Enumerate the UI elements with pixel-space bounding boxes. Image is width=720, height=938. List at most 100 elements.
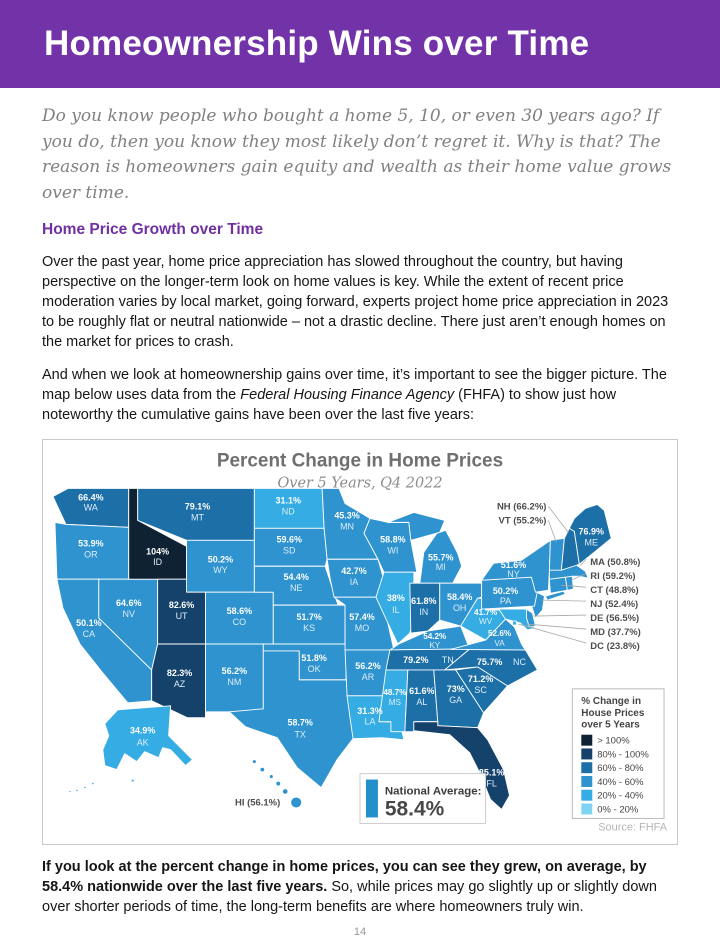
page-banner: Homeownership Wins over Time [0, 0, 720, 88]
state-callout-CT: CT (48.8%) [590, 585, 638, 596]
legend-label: 20% - 40% [597, 791, 644, 802]
state-HI [251, 759, 303, 809]
state-label-IA: 42.7% IA [341, 566, 366, 587]
state-label-OH: 58.4% OH [447, 592, 472, 613]
state-callout-DE: DE (56.5%) [590, 613, 639, 624]
intro-paragraph: Do you know people who bought a home 5, … [42, 106, 672, 203]
state-label-WA: 66.4% WA [78, 492, 103, 512]
map-subtitle: Over 5 Years, Q4 2022 [277, 475, 442, 491]
state-label-TX: 58.7% TX [287, 718, 312, 740]
state-label-ND: 31.1% ND [276, 495, 301, 516]
paragraph2-before: And when we look at homeownership gains … [42, 367, 667, 403]
state-MI [387, 511, 463, 584]
contiguous-states: 66.4% WA 53.9% OR 50.1% CA 64.6% NV 104% ID 7… [52, 488, 612, 810]
callout-line-MA [580, 558, 587, 566]
state-FL [413, 721, 510, 810]
state-ME [568, 503, 612, 565]
national-average-value: 58.4% [385, 797, 445, 820]
state-label-NY: 51.6% NY [501, 560, 526, 579]
legend-swatch [581, 775, 593, 787]
callout-line-NJ [541, 599, 587, 602]
body-paragraph-2: And when we look at homeownership gains … [42, 365, 678, 425]
state-AK [68, 705, 193, 794]
page-number: 14 [353, 926, 367, 938]
state-label-CO: 58.6% CO [227, 606, 252, 627]
legend-label: 40% - 60% [597, 777, 644, 788]
state-label-KY: 54.2% KY [423, 632, 447, 650]
national-average-bar [365, 779, 378, 818]
state-label-WY: 50.2% WY [208, 554, 233, 575]
legend-swatch [581, 762, 593, 774]
state-label-MN: 45.3% MN [334, 510, 359, 531]
national-average-box: National Average: 58.4% [359, 773, 487, 824]
legend-rows: > 100% 80% - 100% 60% - 80% 40% - 60% 20% - … [581, 734, 649, 815]
body-paragraph-1: Over the past year, home price appreciat… [42, 254, 669, 350]
legend-label: 80% - 100% [597, 749, 649, 760]
state-label-AK: 34.9% AK [130, 726, 155, 748]
state-label-CA: 50.1% CA [76, 618, 101, 639]
state-label-ID: 104% ID [146, 546, 169, 567]
section-heading: Home Price Growth over Time [42, 221, 264, 238]
callout-line-RI [571, 572, 587, 581]
callout-line-VT [548, 520, 557, 543]
map-legend: % Change in House Prices over 5 Years > 10… [571, 688, 665, 819]
callout-line-CT [561, 584, 587, 588]
state-label-UT: 82.6% UT [169, 600, 194, 621]
legend-label: 0% - 20% [597, 804, 639, 815]
state-label-MO: 57.4% MO [349, 612, 374, 633]
legend-label: > 100% [597, 736, 630, 747]
state-label-SC: 71.2% SC [468, 674, 493, 695]
callout-line-DC [518, 623, 587, 644]
callout-line-MD [526, 623, 587, 630]
state-IN [409, 582, 441, 634]
state-callout-RI: RI (59.2%) [590, 571, 635, 582]
legend-swatch [581, 734, 593, 746]
state-SD [253, 527, 328, 567]
state-callout-NJ: NJ (52.4%) [590, 599, 638, 610]
callout-line-NH [548, 506, 569, 533]
state-label-NV: 64.6% NV [116, 598, 141, 619]
state-DE [526, 608, 536, 628]
state-label-OK: 51.8% OK [301, 653, 326, 674]
map-source: Source: FHFA [598, 821, 667, 833]
paragraph2-after: (FHFA) to show just how noteworthy the c… [42, 387, 617, 423]
state-label-NM: 56.2% NM [222, 666, 247, 687]
closing-bold: If you look at the percent change in hom… [42, 859, 647, 895]
state-label-AR: 56.2% AR [355, 661, 380, 682]
state-DC [512, 620, 517, 626]
state-label-WV: 41.7% WV [474, 608, 498, 626]
state-label-VA: 52.6% VA [488, 629, 512, 648]
state-label-KS: 51.7% KS [296, 612, 321, 633]
state-label-LA: 31.3% LA [357, 706, 382, 727]
state-label-IL: 38% IL [387, 593, 405, 615]
page-title: Homeownership Wins over Time [44, 24, 590, 63]
state-label-FL: 85.1% FL [479, 768, 504, 789]
state-callout-NH: NH (66.2%) [497, 501, 546, 512]
state-label-MS: 48.7% MS [383, 688, 407, 707]
state-IL [375, 571, 415, 645]
state-callout-VT: VT (55.2%) [499, 515, 547, 526]
legend-label: 60% - 80% [597, 763, 644, 774]
legend-swatch [581, 789, 593, 801]
legend-swatch [581, 748, 593, 760]
state-TX [228, 650, 354, 788]
home-price-map-figure: Percent Change in Home Prices Over 5 Yea… [42, 439, 678, 845]
state-label-PA: 50.2% PA [493, 586, 518, 606]
state-KY [389, 625, 471, 651]
state-label-MT: 79.1% MT [185, 501, 210, 522]
closing-paragraph: If you look at the percent change in hom… [42, 857, 678, 917]
state-callout-MA: MA (50.8%) [590, 557, 640, 568]
callout-line-DE [533, 614, 587, 617]
closing-rest: So, while prices may go slightly up or s… [42, 879, 657, 915]
state-label-IN: 61.8% IN [411, 596, 436, 617]
page-content: Do you know people who bought a home 5, … [0, 104, 720, 938]
state-label-NE: 54.4% NE [283, 572, 308, 593]
state-label-OR: 53.9% OR [78, 538, 103, 559]
national-average-label: National Average: [385, 786, 482, 798]
state-label-ME: 76.9% ME [579, 526, 604, 547]
paragraph2-italic-agency: Federal Housing Finance Agency [240, 387, 455, 403]
state-label-TN: 79.2% TN [403, 655, 454, 665]
state-WV [460, 597, 506, 641]
state-label-NC: 75.7% NC [477, 657, 527, 667]
state-label-WI: 58.8% WI [380, 534, 405, 555]
